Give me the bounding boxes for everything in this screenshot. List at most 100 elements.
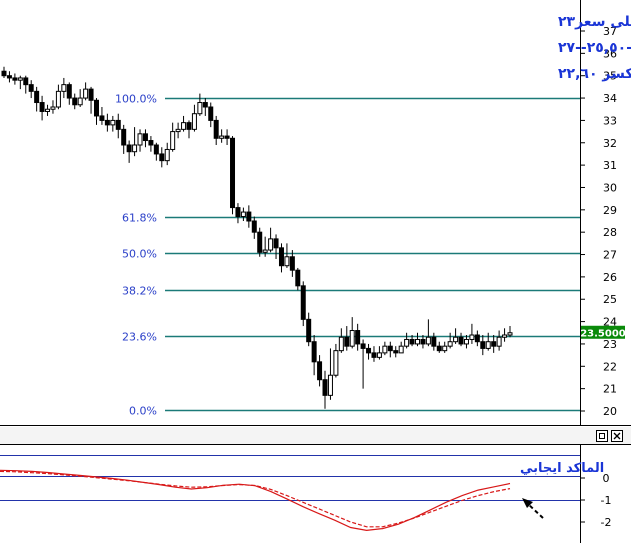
candle: [34, 86, 40, 112]
price-tick-label: 24: [603, 316, 617, 329]
price-tick-label: 28: [603, 226, 617, 239]
candle: [99, 107, 105, 125]
candle: [284, 243, 290, 268]
candle: [6, 71, 12, 83]
candle: [202, 98, 208, 116]
candle: [415, 332, 421, 347]
candle: [507, 326, 513, 338]
price-axis: 20 21 22 23 24 25 26 27 28 29 30 31 32 33 34 35 36 37: [580, 25, 617, 418]
candle: [148, 136, 154, 152]
last-price-box: [581, 325, 625, 339]
price-tick-label: 21: [603, 383, 617, 396]
candle: [153, 142, 159, 161]
candle: [289, 250, 295, 277]
candle: [300, 281, 306, 327]
fibonacci-levels: 100.0% 61.8% 50.0% 38.2% 23.6% 0.0%: [115, 93, 580, 418]
indicator-header-bar: [0, 427, 631, 444]
candle: [77, 89, 83, 107]
candle: [360, 339, 366, 389]
candle: [344, 326, 350, 351]
price-tick-label: 32: [603, 137, 617, 150]
title-line-1: إيجابية سهم استرا التداول على سعر٢٣: [558, 14, 631, 30]
candle: [393, 346, 399, 358]
candle: [409, 335, 415, 347]
candle: [213, 115, 219, 145]
candle: [442, 341, 448, 353]
indicator-tick-label: 0: [603, 472, 610, 485]
candle: [273, 234, 279, 259]
candle: [61, 77, 67, 99]
candle: [50, 100, 56, 114]
candle: [159, 147, 165, 168]
candle: [1, 66, 7, 78]
candle: [164, 142, 170, 166]
candle: [191, 104, 197, 132]
last-price-marker: 23.5000: [580, 325, 626, 339]
candle: [66, 82, 72, 105]
candle: [224, 129, 230, 145]
candle: [142, 129, 148, 148]
fib-level-label: 0.0%: [129, 405, 157, 418]
candle: [453, 328, 459, 344]
candle: [474, 330, 480, 347]
candle: [458, 332, 464, 347]
candle: [420, 335, 426, 349]
candle: [72, 93, 78, 110]
candle: [39, 95, 45, 121]
title-line-3: وقف الخسارة كسر ٢٢,٦٠: [558, 66, 631, 82]
candle: [463, 335, 469, 349]
candle: [28, 80, 34, 99]
price-tick-label: 29: [603, 204, 617, 217]
price-tick-label: 37: [603, 25, 617, 38]
fib-level-label: 23.6%: [122, 331, 157, 344]
candle: [295, 267, 301, 291]
candle: [197, 93, 203, 116]
price-tick-label: 25: [603, 293, 617, 306]
annotation-arrow-icon: [522, 498, 544, 519]
last-price-label: 23.5000: [580, 328, 626, 339]
macd-positive-note: الماكد ايجابي: [520, 461, 604, 476]
candle: [431, 332, 437, 351]
candle: [23, 75, 29, 94]
candle: [436, 341, 442, 353]
candle: [83, 82, 89, 101]
candle: [322, 370, 328, 409]
candle: [240, 207, 246, 221]
price-tick-label: 35: [603, 70, 617, 83]
candle: [186, 120, 192, 139]
candle: [132, 127, 138, 157]
candle: [338, 328, 344, 353]
macd-lines: [0, 469, 511, 532]
candle: [93, 98, 99, 125]
candle: [104, 113, 110, 132]
price-tick-label: 23: [603, 338, 617, 351]
candle: [485, 332, 491, 351]
candle: [88, 86, 94, 114]
candle: [502, 328, 508, 342]
candle: [469, 323, 475, 344]
fib-level-label: 50.0%: [122, 248, 157, 261]
price-tick-label: 27: [603, 249, 617, 262]
price-tick-label: 20: [603, 405, 617, 418]
price-tick-label: 36: [603, 47, 617, 60]
macd-signal-line: [0, 470, 511, 528]
candle: [246, 205, 252, 228]
candle: [45, 104, 51, 116]
candle: [230, 136, 236, 215]
candle: [398, 341, 404, 354]
price-tick-label: 31: [603, 159, 617, 172]
candle: [208, 102, 214, 128]
indicator-axis: 0 -1 -2: [580, 472, 611, 529]
candle: [55, 84, 61, 110]
candle: [126, 140, 132, 163]
price-tick-label: 22: [603, 360, 617, 373]
indicator-tick-label: -1: [601, 494, 612, 507]
close-icon[interactable]: [611, 430, 623, 442]
candle: [257, 227, 263, 257]
fib-level-label: 100.0%: [115, 93, 157, 106]
candle: [333, 343, 339, 378]
price-tick-label: 34: [603, 92, 617, 105]
maximize-icon[interactable]: [596, 430, 608, 442]
candle: [115, 113, 121, 139]
